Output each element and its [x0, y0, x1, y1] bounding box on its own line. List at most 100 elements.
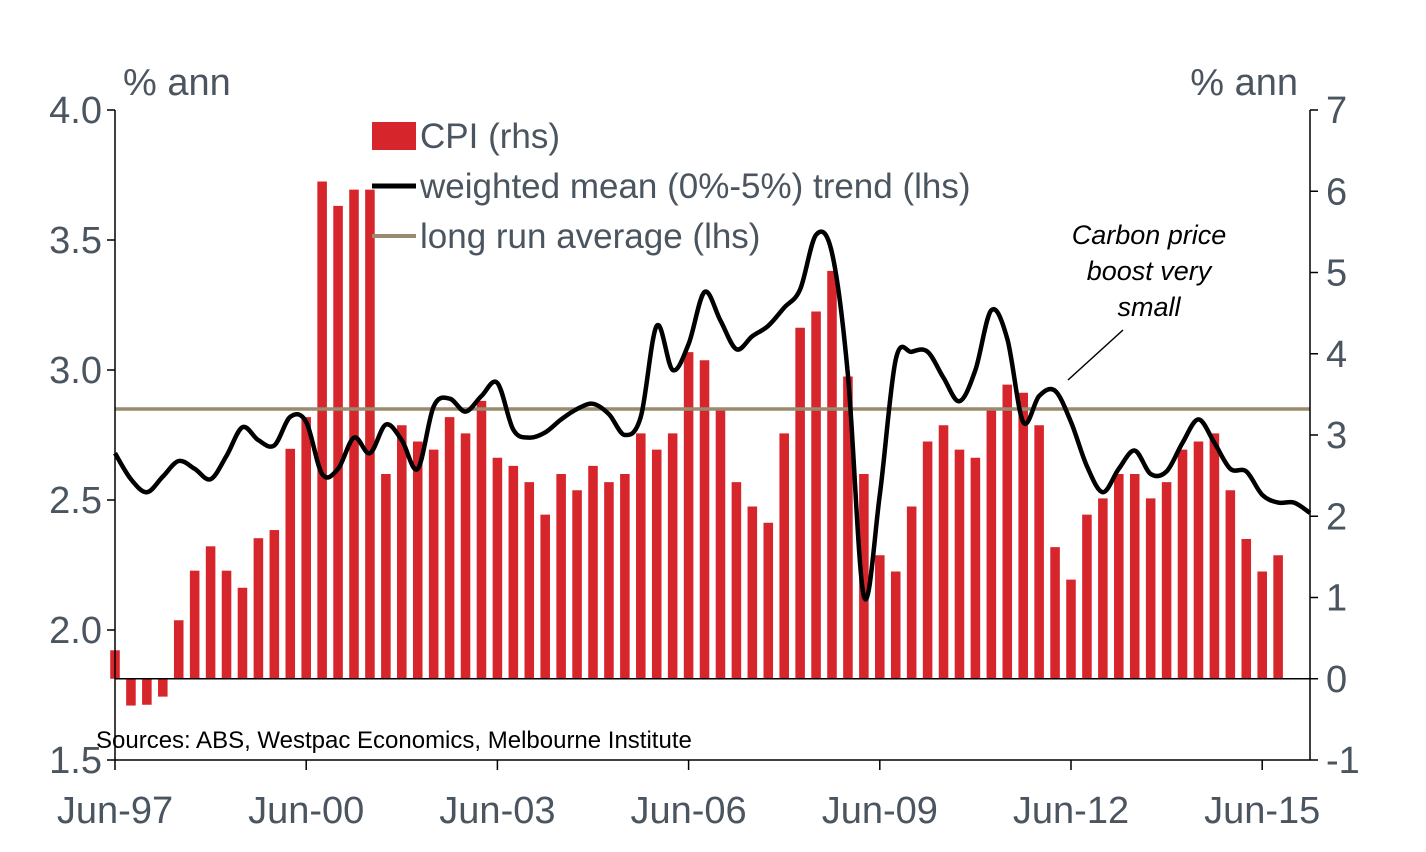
x-tick-label: Jun-03	[439, 790, 555, 832]
right-tick-label: 2	[1326, 496, 1347, 538]
cpi-bar	[859, 474, 869, 679]
cpi-bar	[205, 546, 216, 679]
cpi-bar	[620, 474, 630, 679]
cpi-bar	[1273, 555, 1283, 679]
cpi-bar	[763, 522, 774, 679]
cpi-bar	[556, 474, 566, 679]
cpi-bar	[636, 433, 646, 679]
source-note: Sources: ABS, Westpac Economics, Melbour…	[96, 727, 692, 754]
x-tick-label: Jun-97	[57, 790, 173, 832]
cpi-bar	[747, 506, 758, 679]
cpi-bar	[938, 425, 949, 679]
cpi-bar	[142, 678, 152, 705]
cpi-bar	[333, 205, 343, 679]
cpi-bar	[1114, 474, 1124, 679]
cpi-bar	[827, 270, 837, 679]
x-tick-label: Jun-09	[822, 790, 938, 832]
left-axis-ticks: 1.5 2.0 2.5 3.0 3.5 4.0	[49, 90, 115, 782]
cpi-bar	[683, 352, 694, 679]
annotation-line-1: Carbon price	[1072, 220, 1227, 250]
cpi-bar	[779, 433, 789, 679]
left-tick-label: 3.5	[49, 220, 102, 262]
legend-swatch-cpi	[372, 122, 416, 150]
cpi-bar	[1177, 449, 1188, 679]
cpi-bar	[1209, 433, 1220, 679]
legend: CPI (rhs) weighted mean (0%-5%) trend (l…	[372, 117, 971, 256]
cpi-bar	[1066, 579, 1076, 679]
right-tick-label: 4	[1326, 334, 1347, 376]
cpi-bar	[381, 474, 391, 679]
right-tick-label: 6	[1326, 171, 1347, 213]
cpi-bar	[237, 587, 248, 679]
cpi-bar	[397, 425, 407, 679]
right-tick-label: 5	[1326, 253, 1347, 295]
legend-label-cpi: CPI (rhs)	[420, 117, 560, 156]
cpi-bar	[715, 409, 726, 679]
cpi-bar	[1145, 498, 1156, 679]
x-tick-label: Jun-06	[630, 790, 746, 832]
legend-label-trend: weighted mean (0%-5%) trend (lhs)	[419, 167, 971, 206]
cpi-bar	[524, 482, 535, 679]
right-tick-label: 7	[1326, 90, 1347, 132]
cpi-bar	[875, 555, 885, 679]
cpi-bar	[1225, 490, 1236, 679]
cpi-bar	[970, 457, 981, 679]
left-tick-label: 4.0	[49, 90, 102, 132]
right-axis-ticks: -1 0 1 2 3 4 5 6 7	[1310, 90, 1360, 782]
cpi-bar	[444, 417, 455, 679]
cpi-bar	[221, 570, 232, 679]
cpi-bar	[126, 678, 136, 706]
carbon-price-annotation: Carbon price boost very small	[1067, 220, 1227, 381]
left-tick-label: 2.0	[49, 610, 102, 652]
cpi-bar	[667, 433, 678, 679]
trend-line-group	[113, 229, 1312, 602]
cpi-bar	[731, 482, 742, 679]
cpi-bar	[508, 465, 519, 679]
cpi-bar	[301, 417, 311, 679]
right-tick-label: 3	[1326, 415, 1347, 457]
cpi-bar	[1002, 384, 1013, 679]
x-tick-label: Jun-12	[1013, 790, 1129, 832]
x-tick-label: Jun-15	[1204, 790, 1320, 832]
cpi-bar	[349, 189, 359, 679]
cpi-bar	[428, 449, 439, 679]
left-axis-unit: % ann	[123, 62, 231, 104]
cpi-bar	[906, 506, 917, 679]
cpi-bar	[460, 433, 471, 679]
right-tick-label: 0	[1326, 659, 1347, 701]
cpi-bar	[843, 376, 853, 679]
x-tick-label: Jun-00	[248, 790, 364, 832]
cpi-bar	[173, 620, 184, 679]
cpi-bar	[1193, 441, 1204, 679]
cpi-bar	[811, 311, 821, 679]
right-tick-label: -1	[1326, 740, 1360, 782]
cpi-bar	[476, 400, 487, 679]
cpi-bar	[986, 409, 997, 679]
cpi-bar	[954, 449, 965, 679]
right-tick-label: 1	[1326, 578, 1347, 620]
cpi-bar	[285, 448, 296, 679]
cpi-bar	[253, 538, 264, 679]
cpi-bar	[189, 570, 200, 679]
left-tick-label: 1.5	[49, 740, 102, 782]
cpi-bar	[572, 490, 582, 679]
cpi-bar	[699, 360, 710, 679]
cpi-bar	[890, 571, 901, 679]
cpi-bar	[1161, 482, 1172, 679]
right-axis-unit: % ann	[1190, 62, 1298, 104]
annotation-line-2: boost very	[1087, 256, 1213, 286]
cpi-bar	[365, 189, 375, 679]
cpi-bar	[540, 514, 550, 679]
cpi-bar	[1018, 392, 1028, 679]
cpi-bar	[1241, 539, 1252, 679]
cpi-bar	[1050, 547, 1060, 679]
cpi-bar	[269, 530, 280, 679]
x-axis-ticks: Jun-97 Jun-00 Jun-03 Jun-06 Jun-09 Jun-12 Jun-…	[57, 760, 1320, 832]
cpi-bar	[588, 465, 598, 679]
cpi-bar	[922, 441, 933, 679]
left-tick-label: 3.0	[49, 350, 102, 392]
cpi-bar	[604, 482, 614, 679]
legend-label-average: long run average (lhs)	[420, 217, 760, 256]
cpi-bar	[1129, 474, 1140, 679]
